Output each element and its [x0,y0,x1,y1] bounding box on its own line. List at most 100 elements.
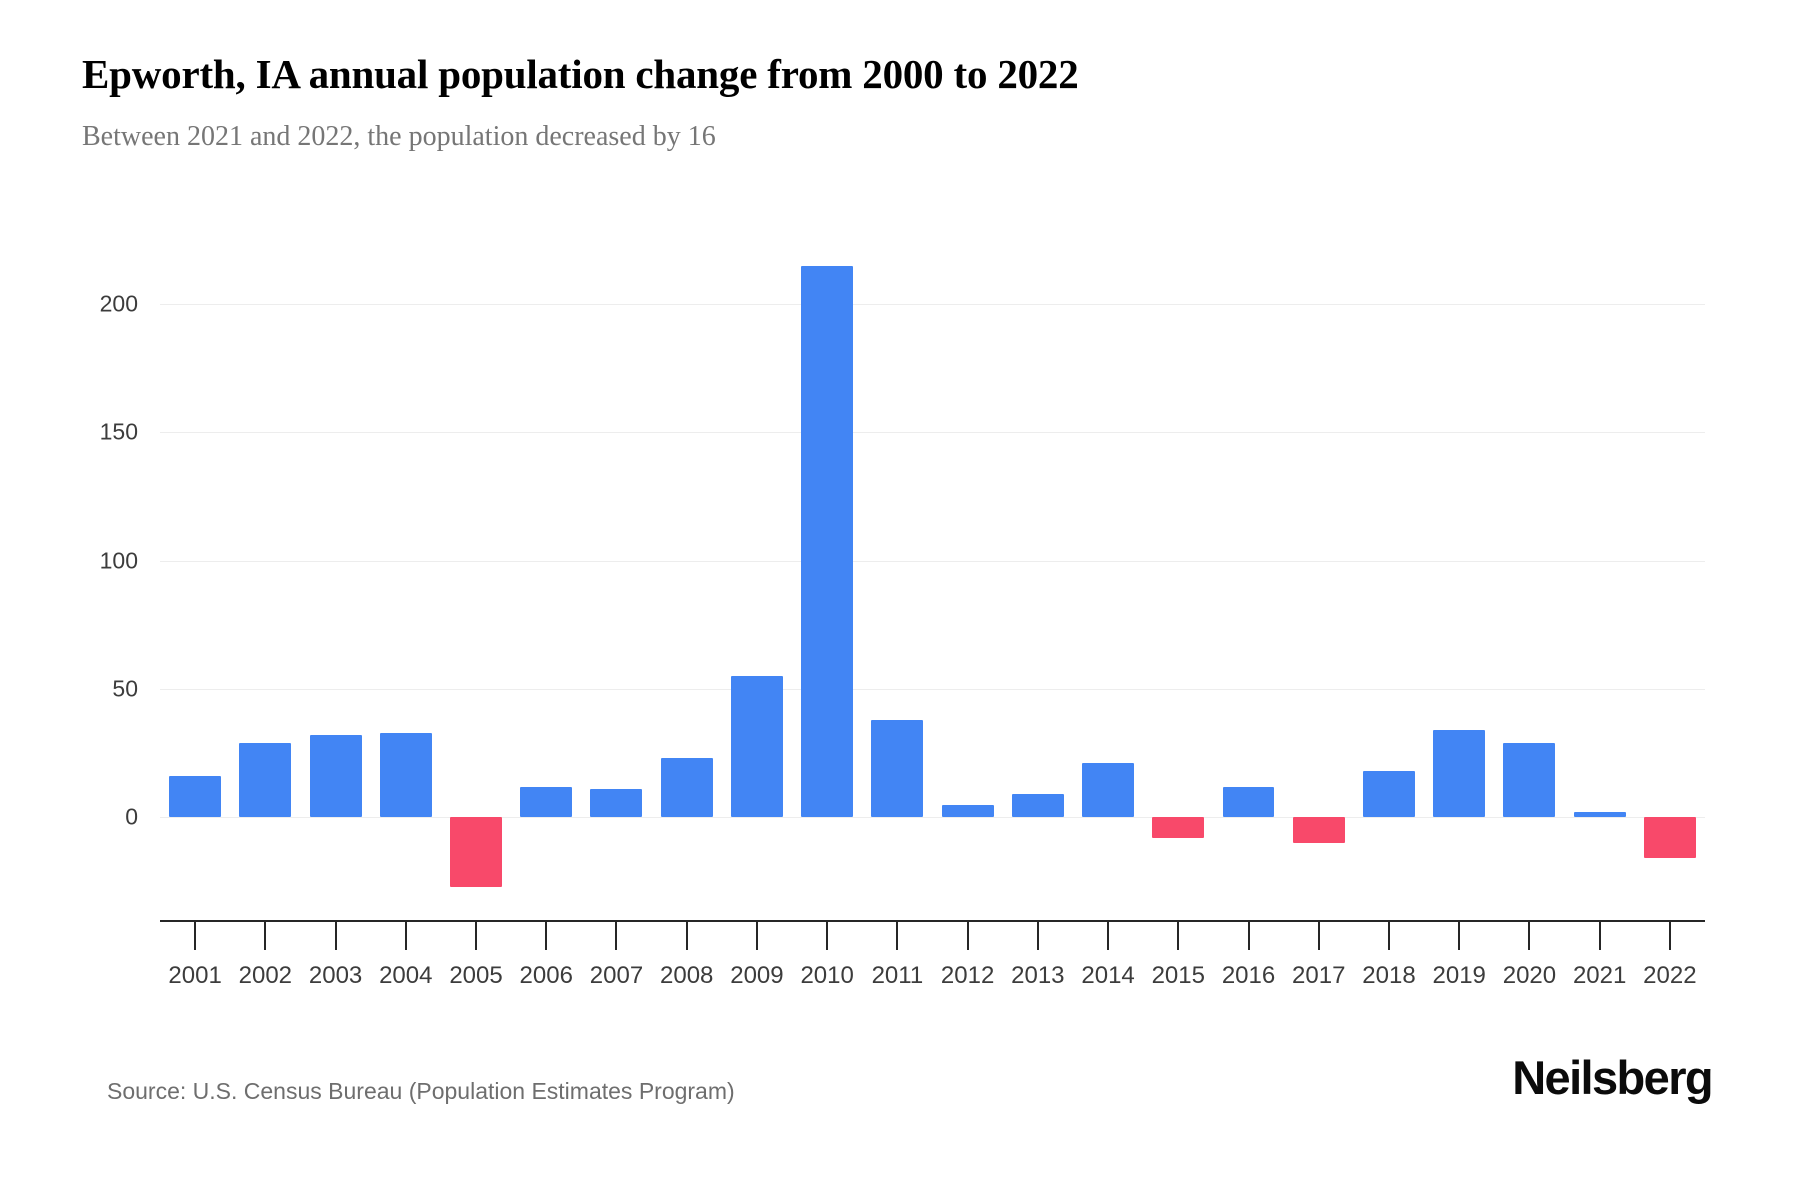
x-tick-label-2012: 2012 [940,962,995,989]
x-tick [1177,922,1180,950]
y-tick-label: 100 [99,547,138,574]
x-tick [1528,922,1531,950]
bars-layer [160,240,1705,920]
x-tick [1458,922,1461,950]
x-tick [475,922,478,950]
x-tick [615,922,618,950]
x-tick-label-2010: 2010 [800,962,854,989]
bar-2002[interactable] [239,742,292,818]
gridline [160,689,1705,691]
bar-2012[interactable] [941,804,994,818]
gridline [160,817,1705,819]
bar-slot [1503,240,1556,920]
x-tick-label-2020: 2020 [1502,962,1557,989]
gridlines [160,240,1705,920]
bar-2003[interactable] [309,735,362,818]
x-tick [545,922,548,950]
bar-2011[interactable] [871,719,924,818]
bar-slot [1362,240,1415,920]
brand-logo: Neilsberg [1512,1051,1713,1104]
bar-slot [590,240,643,920]
x-tick [1598,922,1601,950]
x-tick-label-2007: 2007 [589,962,644,989]
x-tick-label-2009: 2009 [730,962,784,989]
bar-2019[interactable] [1433,730,1486,818]
x-tick-label-2006: 2006 [519,962,573,989]
bar-slot [801,240,854,920]
bar-slot [239,240,292,920]
bar-2021[interactable] [1573,812,1626,818]
x-tick [404,922,407,950]
bar-slot [941,240,994,920]
x-tick-label-2019: 2019 [1432,962,1486,989]
bar-2005[interactable] [450,817,502,887]
x-tick-label-2014: 2014 [1081,962,1135,989]
x-tick-label-2018: 2018 [1362,962,1416,989]
page-title: Epworth, IA annual population change fro… [82,51,1079,97]
bar-2014[interactable] [1082,763,1135,818]
bar-2018[interactable] [1362,771,1415,818]
gridline [160,304,1705,306]
x-tick [1107,922,1110,950]
x-tick [755,922,758,950]
bar-slot [309,240,362,920]
bar-slot [660,240,713,920]
y-tick-label: 50 [112,675,138,702]
x-tick-label-2011: 2011 [871,962,924,989]
bar-slot [1292,240,1345,920]
bar-2007[interactable] [590,789,643,818]
x-tick-label-2004: 2004 [379,962,433,989]
bar-2001[interactable] [169,776,222,818]
bar-slot [1222,240,1275,920]
x-tick-label-2002: 2002 [238,962,293,989]
bar-2010[interactable] [801,265,854,818]
bar-slot [730,240,783,920]
x-tick [1036,922,1039,950]
x-tick [826,922,829,950]
y-tick-label: 0 [125,803,138,830]
bar-slot [379,240,432,920]
y-tick-label: 200 [99,290,138,317]
bar-2022[interactable] [1643,817,1696,859]
x-tick [264,922,267,950]
x-tick-label-2022: 2022 [1643,962,1697,989]
x-tick-label-2003: 2003 [308,962,363,989]
bar-2008[interactable] [660,758,713,818]
bar-slot [1433,240,1486,920]
x-tick [896,922,899,950]
x-tick-label-2005: 2005 [449,962,503,989]
bar-slot [1643,240,1696,920]
x-tick [966,922,969,950]
bar-slot [520,240,573,920]
x-tick [334,922,337,950]
x-tick [685,922,688,950]
bar-slot [450,240,502,920]
x-tick-label-2016: 2016 [1221,962,1276,989]
x-tick-label-2008: 2008 [660,962,714,989]
x-tick-label-2001: 2001 [168,962,222,989]
chart-header: Epworth, IA annual population change fro… [82,50,1702,154]
x-tick [1317,922,1320,950]
bar-2006[interactable] [520,786,573,818]
x-tick-label-2013: 2013 [1011,962,1065,989]
bar-2009[interactable] [730,676,783,818]
bar-slot [1082,240,1135,920]
x-axis-line [160,920,1705,922]
bar-2004[interactable] [379,732,432,818]
bar-2013[interactable] [1011,794,1064,818]
x-tick [1668,922,1671,950]
x-tick [1247,922,1250,950]
bar-2015[interactable] [1152,817,1205,838]
bar-slot [1152,240,1205,920]
gridline [160,432,1705,434]
bar-2016[interactable] [1222,786,1275,818]
bar-slot [871,240,924,920]
source-note: Source: U.S. Census Bureau (Population E… [107,1078,735,1104]
bar-slot [1573,240,1626,920]
bar-2017[interactable] [1292,817,1345,843]
gridline [160,560,1705,562]
x-tick-label-2017: 2017 [1292,962,1346,989]
bar-2020[interactable] [1503,742,1556,818]
x-tick-label-2015: 2015 [1151,962,1205,989]
